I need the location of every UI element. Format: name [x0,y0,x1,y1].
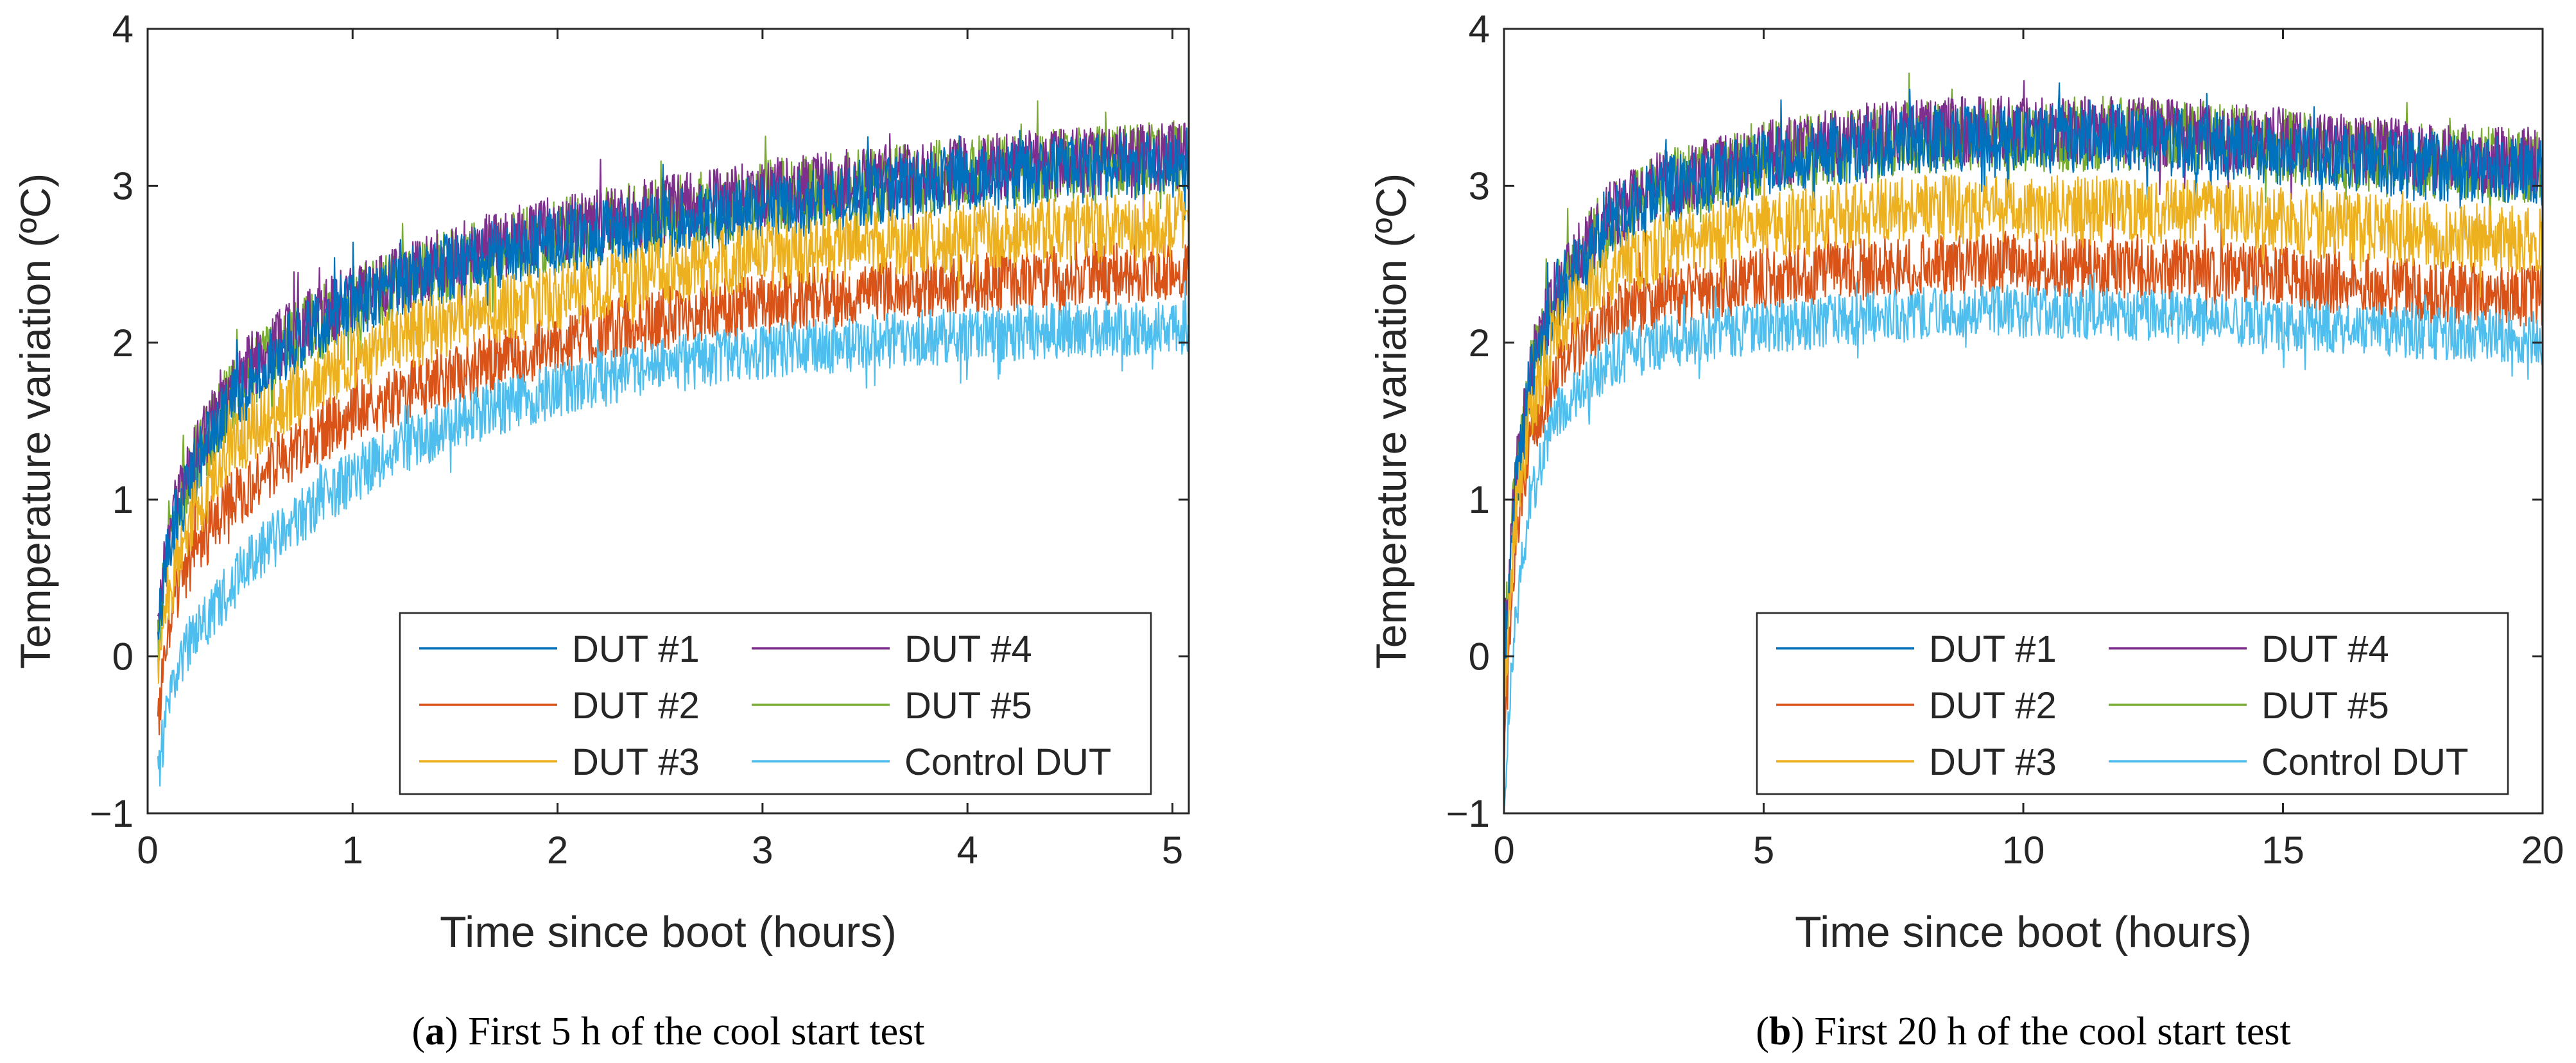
x-tick-label: 1 [342,829,363,872]
x-tick-label: 3 [752,829,773,872]
legend-label: DUT #4 [904,628,1032,670]
y-tick-label: 2 [1469,322,1490,365]
x-tick-label: 0 [137,829,158,872]
legend-label: DUT #1 [572,628,700,670]
legend-item-dut-1: DUT #1 [419,628,700,670]
legend-item-control-dut: Control DUT [752,741,1111,783]
legend-box [399,612,1152,795]
series-line-control-dut [157,281,1190,787]
series-line-dut-3 [1503,168,2544,732]
legend-item-dut-5: DUT #5 [752,685,1032,727]
legend-label: DUT #2 [572,685,700,727]
legend-item-dut-4: DUT #4 [2109,628,2389,670]
series-line-dut-1 [157,127,1190,641]
series-line-dut-2 [1503,212,2544,779]
y-tick-label: 4 [112,8,134,51]
y-tick-label: 1 [112,478,134,521]
legend-label: DUT #3 [572,741,700,783]
x-axis-label: Time since boot (hours) [440,908,897,956]
panel-caption: (b) First 20 h of the cool start test [1756,1010,2290,1053]
series-layer [157,100,1190,787]
legend-label: Control DUT [2261,741,2468,783]
legend-label: DUT #1 [1929,628,2057,670]
x-tick-label: 2 [547,829,568,872]
legend-item-dut-3: DUT #3 [419,741,700,783]
y-tick-label: −1 [90,792,134,835]
series-layer [1503,73,2544,814]
legend-item-dut-5: DUT #5 [2109,685,2389,727]
plot-frame [146,28,1190,815]
caption-label: b [1769,1010,1791,1053]
series-line-dut-3 [157,186,1190,684]
panel-caption: (a) First 5 h of the cool start test [412,1010,925,1053]
y-tick-label: 3 [1469,164,1490,207]
legend-label: DUT #2 [1929,685,2057,727]
x-axis-label: Time since boot (hours) [1795,908,2252,956]
caption-text: ) First 20 h of the cool start test [1791,1010,2290,1053]
legend-item-dut-1: DUT #1 [1776,628,2057,670]
x-tick-label: 0 [1493,829,1514,872]
y-axis-label: Temperature variation (ºC) [12,173,59,669]
y-tick-label: 0 [112,635,134,678]
legend-label: DUT #5 [2261,685,2389,727]
x-tick-label: 15 [2261,829,2304,872]
x-tick-label: 20 [2521,829,2564,872]
legend-label: DUT #3 [1929,741,2057,783]
y-tick-label: −1 [1446,792,1490,835]
legend-item-dut-2: DUT #2 [419,685,700,727]
legend-label: Control DUT [904,741,1111,783]
y-tick-label: 4 [1469,8,1490,51]
legend-item-dut-4: DUT #4 [752,628,1032,670]
legend-label: DUT #5 [904,685,1032,727]
caption-label: a [425,1010,445,1053]
series-line-dut-1 [1503,82,2544,690]
legend-item-control-dut: Control DUT [2109,741,2468,783]
legend-item-dut-3: DUT #3 [1776,741,2057,783]
legend-box [1756,612,2509,795]
x-tick-label: 5 [1753,829,1774,872]
y-tick-label: 1 [1469,478,1490,521]
caption-text: ) First 5 h of the cool start test [445,1010,924,1053]
legend-label: DUT #4 [2261,628,2389,670]
y-axis-label: Temperature variation (ºC) [1367,173,1415,669]
legend-item-dut-2: DUT #2 [1776,685,2057,727]
y-tick-label: 3 [112,164,134,207]
legend: DUT #1 DUT #2 DUT #3 DUT #4 DUT #5 Control DU… [399,612,1152,795]
y-tick-label: 0 [1469,635,1490,678]
series-line-control-dut [1503,272,2544,814]
y-tick-label: 2 [112,322,134,365]
x-tick-label: 10 [2002,829,2045,872]
legend: DUT #1 DUT #2 DUT #3 DUT #4 DUT #5 Control DU… [1756,612,2509,795]
x-tick-label: 5 [1162,829,1183,872]
x-tick-label: 4 [956,829,978,872]
